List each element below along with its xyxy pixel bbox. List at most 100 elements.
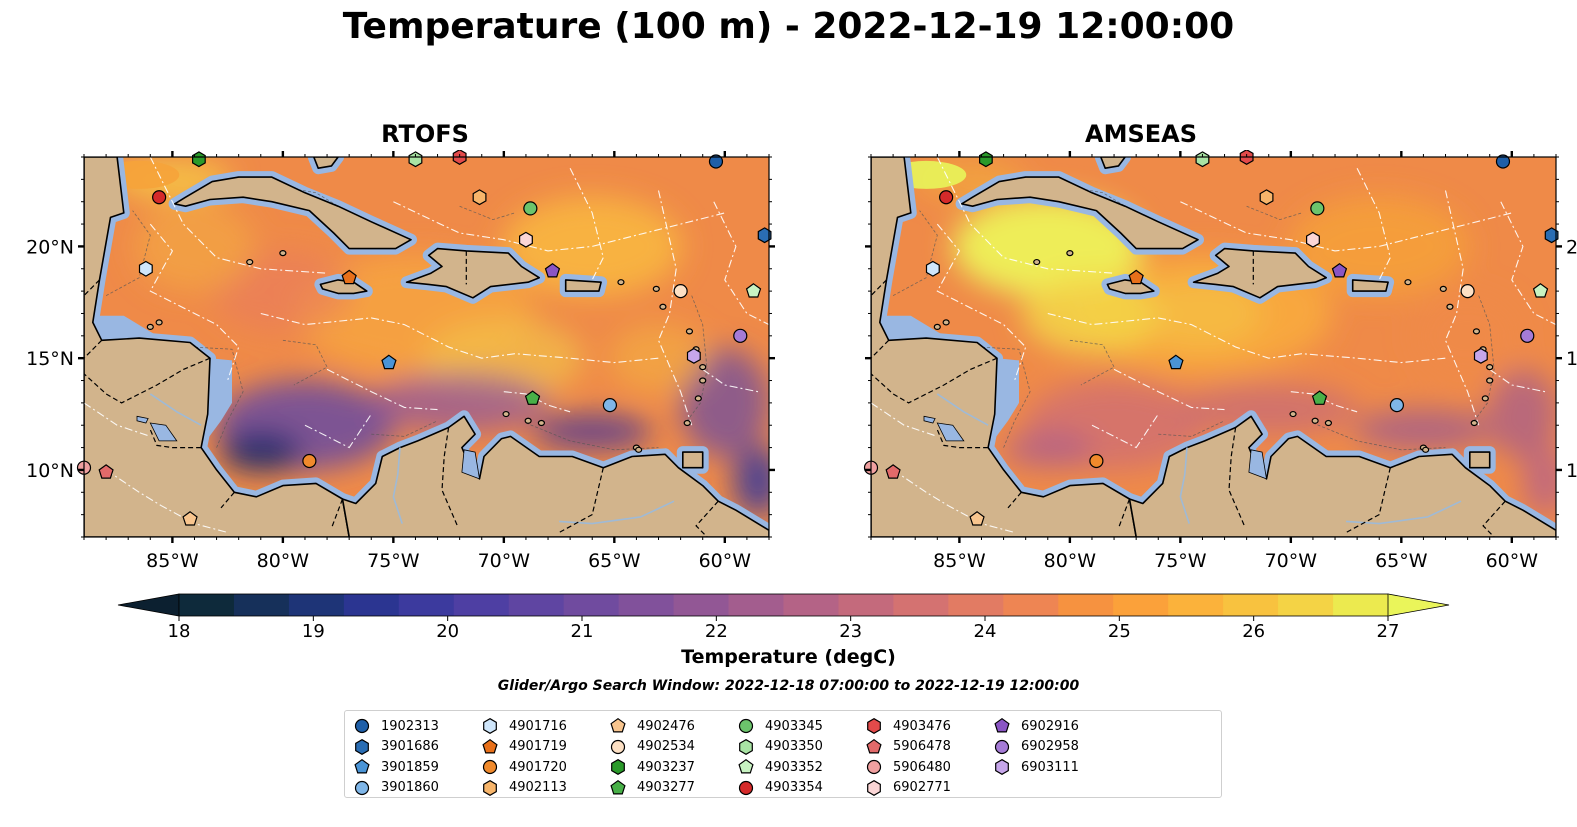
lon-tick-label: 70°W	[1265, 550, 1318, 572]
float-marker-1902313	[1495, 154, 1511, 169]
legend-label: 4901719	[509, 739, 567, 755]
colorbar-tick-label: 22	[705, 621, 728, 642]
lat-tick-label: 10°N	[26, 460, 74, 482]
lon-tick-label: 65°W	[1375, 550, 1428, 572]
float-marker-4901720	[302, 453, 317, 469]
float-marker-6902916	[544, 262, 561, 278]
hexagon-icon	[739, 738, 753, 755]
legend-item: 6903111	[993, 757, 1079, 778]
lon-tick-label: 70°W	[478, 550, 531, 572]
lat-tick-label: 20°N	[1566, 236, 1577, 258]
float-marker-4903277	[1311, 390, 1328, 405]
circle-icon	[738, 780, 754, 795]
land-bahamas	[313, 157, 339, 169]
colorbar-segment	[673, 594, 730, 616]
float-marker-6902916	[1331, 262, 1348, 278]
lat-tick-label: 15°N	[1566, 348, 1577, 370]
colorbar-over-triangle	[1387, 593, 1450, 617]
lon-tick-label: 75°W	[367, 550, 420, 572]
legend-item: 6902771	[865, 778, 951, 799]
legend-label: 6902958	[1021, 739, 1079, 755]
colorbar-segment	[1113, 594, 1169, 616]
legend-label: 4903237	[637, 759, 695, 775]
land-trinidad	[682, 451, 704, 469]
circle-icon	[610, 739, 626, 754]
land-jamaica	[319, 279, 368, 295]
legend-item: 3901859	[353, 757, 439, 778]
colorbar-segment	[948, 594, 1004, 616]
colorbar-under-triangle	[117, 593, 180, 617]
lon-tick-label: 80°W	[257, 550, 310, 572]
lat-tick-label: 15°N	[26, 348, 74, 370]
legend-item: 4903476	[865, 716, 951, 737]
legend-item: 6902916	[993, 716, 1079, 737]
land-puerto-rico	[564, 279, 602, 292]
land-cuba	[173, 176, 412, 250]
legend-marker-6903111	[995, 759, 1009, 776]
legend-item: 6902958	[993, 737, 1079, 758]
pentagon-icon	[866, 738, 882, 754]
colorbar-segment	[288, 594, 345, 616]
hexagon-icon	[995, 759, 1009, 776]
pentagon-icon	[994, 718, 1010, 733]
float-marker-5906478	[98, 464, 114, 479]
pentagon-icon	[354, 759, 370, 774]
legend-marker-3901859	[354, 759, 370, 774]
float-marker-4901719	[341, 269, 357, 285]
map-frame	[870, 156, 1557, 538]
float-marker-4903237	[192, 151, 206, 168]
float-marker-4901720	[1089, 453, 1104, 469]
float-marker-4902113	[472, 189, 487, 206]
colorbar-segment	[783, 594, 840, 616]
float-marker-1902313	[708, 154, 724, 169]
float-marker-4903352	[745, 283, 762, 298]
legend-marker-4901716	[483, 718, 497, 735]
legend-item: 4901716	[481, 716, 567, 737]
pentagon-icon	[610, 718, 626, 733]
colorbar-segment	[398, 594, 455, 616]
figure-title: Temperature (100 m) - 2022-12-19 12:00:0…	[342, 6, 1235, 47]
float-marker-4903237	[979, 151, 993, 168]
float-marker-4901716	[925, 260, 940, 277]
legend-label: 5906478	[893, 739, 951, 755]
pentagon-icon	[738, 759, 754, 774]
legend-marker-4903476	[867, 718, 881, 735]
legend-marker-6902958	[994, 739, 1010, 754]
float-marker-4901719	[1128, 269, 1144, 285]
colorbar-segment	[1003, 594, 1059, 616]
legend-label: 4902476	[637, 718, 695, 734]
float-marker-6903111	[686, 347, 701, 364]
legend-item: 4903277	[609, 778, 695, 799]
legend-item: 5906480	[865, 757, 951, 778]
float-marker-6903111	[1473, 347, 1488, 364]
legend-marker-4901719	[482, 738, 498, 754]
legend-marker-3901686	[355, 738, 369, 755]
legend-label: 4903476	[893, 718, 951, 734]
legend-marker-4903277	[610, 779, 626, 795]
legend-item: 4903354	[737, 778, 823, 799]
legend-label: 5906480	[893, 759, 951, 775]
hexagon-icon	[867, 718, 881, 735]
lon-tick-label: 85°W	[146, 550, 199, 572]
float-marker-6902771	[1305, 231, 1320, 248]
float-marker-4902534	[673, 284, 688, 299]
legend-item: 4903345	[737, 716, 823, 737]
map-frame	[83, 156, 770, 538]
colorbar-segment	[508, 594, 565, 616]
hexagon-icon	[611, 759, 625, 776]
land-hispaniola	[405, 247, 540, 299]
colorbar-tick-label: 25	[1108, 621, 1131, 642]
legend-marker-4903345	[738, 719, 754, 734]
legend-marker-6902771	[867, 779, 881, 796]
legend-item: 4902113	[481, 778, 567, 799]
float-marker-6902771	[518, 231, 533, 248]
colorbar-segment	[838, 594, 895, 616]
legend-label: 4903277	[637, 780, 695, 796]
legend-marker-4902113	[483, 779, 497, 796]
legend-label: 4903352	[765, 759, 823, 775]
float-marker-4903350	[1195, 151, 1210, 168]
legend-label: 4903354	[765, 780, 823, 796]
colorbar-title: Temperature (degC)	[681, 646, 896, 668]
panel-title-amseas: AMSEAS	[1085, 120, 1197, 148]
legend-item: 4903352	[737, 757, 823, 778]
